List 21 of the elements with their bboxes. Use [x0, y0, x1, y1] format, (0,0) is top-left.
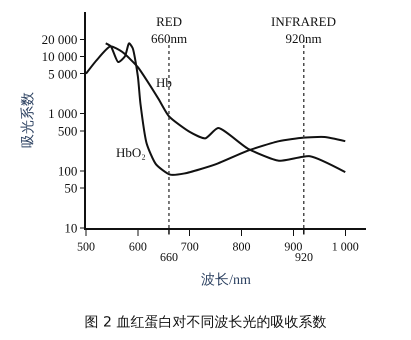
y-tick-label: 5 000 [48, 66, 78, 82]
series-label: Hb [156, 75, 172, 90]
x-tick-label: 700 [180, 239, 199, 254]
ref-line-label: INFRARED 920nm [271, 14, 336, 46]
text: 660 [160, 250, 178, 264]
series-label: HbO₂ [116, 145, 146, 160]
x-tick-label: 500 [77, 239, 95, 254]
y-axis-title: 吸光系数 [20, 92, 36, 148]
x-axis-title: 波长/nm [201, 272, 251, 288]
y-tick-label: 20 000 [42, 32, 78, 47]
text: 图 2 血红蛋白对不同波长光的吸收系数 [84, 314, 326, 330]
ref-line-label: RED 660nm [151, 14, 188, 46]
x-tick-label: 600 [128, 239, 147, 254]
y-tick-label: 500 [58, 123, 78, 138]
y-tick-label: 10 000 [42, 49, 78, 64]
x-tick-label: 1 000 [332, 239, 359, 254]
y-tick-label: 50 [64, 180, 78, 196]
y-tick-label: 10 [64, 220, 78, 236]
y-tick-label: 1 000 [48, 106, 78, 122]
y-tick-label: 100 [58, 163, 78, 178]
x-tick-label: 800 [232, 239, 251, 254]
